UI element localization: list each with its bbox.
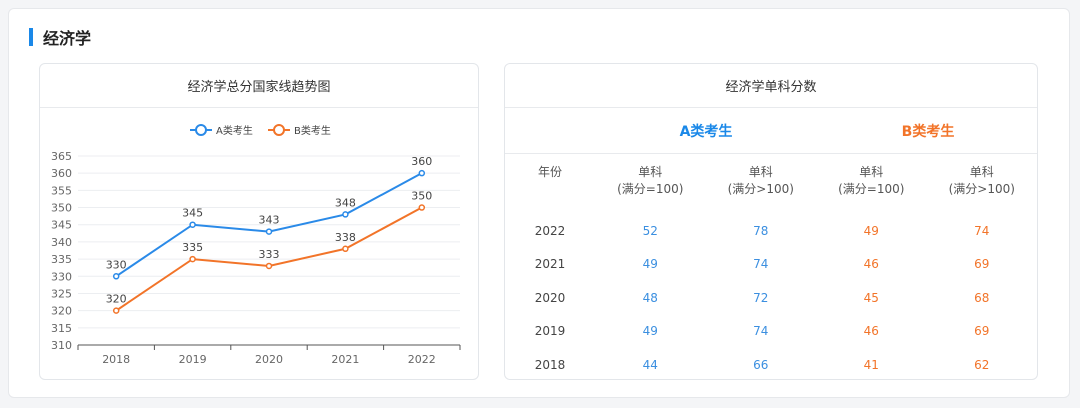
cell-year: 2021 xyxy=(534,257,566,272)
legend-label: B类考生 xyxy=(294,124,331,137)
cell-b-gt100: 68 xyxy=(974,290,990,305)
x-tick-label: 2022 xyxy=(408,353,436,366)
data-label: 333 xyxy=(259,248,280,261)
cell-a-gt100: 66 xyxy=(753,357,769,372)
cell-a-eq100: 49 xyxy=(642,257,658,272)
table-row: 2019 49 74 46 69 xyxy=(505,315,1037,349)
y-tick-label: 310 xyxy=(51,339,72,352)
cell-a-eq100: 52 xyxy=(642,223,658,238)
data-label: 320 xyxy=(106,293,127,306)
chart-card-title: 经济学总分国家线趋势图 xyxy=(40,64,478,108)
cell-year: 2018 xyxy=(534,357,566,372)
trend-line-chart: 310 315 320 325 330 335 340 345 350 355 360 365 2018… xyxy=(51,124,461,366)
x-tick-label: 2021 xyxy=(331,353,359,366)
cell-a-gt100: 74 xyxy=(753,324,769,339)
data-point xyxy=(418,204,426,211)
data-point xyxy=(418,169,426,177)
data-point xyxy=(112,307,120,314)
cell-a-gt100: 78 xyxy=(753,223,769,238)
cell-year: 2019 xyxy=(534,324,566,339)
y-tick-label: 325 xyxy=(51,287,72,300)
data-point xyxy=(189,255,196,263)
group-a-label: A类考生 xyxy=(679,124,733,140)
data-point xyxy=(189,221,196,228)
score-table: 年份 单科 (满分=100) 单科 (满分>100) 单科 (满分=100) 单… xyxy=(505,154,1037,382)
subject-score-card: 经济学单科分数 A类考生 B类考生 年份 单科 (满分=100) 单科 (满分>… xyxy=(504,63,1038,380)
cell-b-gt100: 74 xyxy=(974,223,990,238)
data-label: 338 xyxy=(335,231,356,244)
page-panel: 经济学 经济学总分国家线趋势图 310 315 320 325 330 335 340 345… xyxy=(8,8,1070,398)
data-label: 343 xyxy=(259,214,280,227)
cell-b-gt100: 69 xyxy=(974,324,990,339)
y-tick-label: 320 xyxy=(51,305,72,318)
y-tick-label: 350 xyxy=(51,202,72,215)
section-accent-bar xyxy=(29,28,33,46)
y-tick-label: 335 xyxy=(51,253,72,266)
table-row: 2020 48 72 45 68 xyxy=(505,281,1037,315)
data-point xyxy=(265,262,273,270)
legend-label: A类考生 xyxy=(216,124,253,137)
section-title: 经济学 xyxy=(43,29,92,48)
header-a-gt100: 单科 (满分>100) xyxy=(727,165,794,196)
group-header-row: A类考生 B类考生 xyxy=(505,108,1037,154)
data-label: 360 xyxy=(411,155,432,168)
x-tick-label: 2018 xyxy=(102,353,130,366)
cell-a-gt100: 72 xyxy=(753,290,769,305)
y-tick-label: 360 xyxy=(51,167,72,180)
header-a-eq100: 单科 (满分=100) xyxy=(617,165,684,196)
y-tick-label: 365 xyxy=(51,150,72,163)
cell-year: 2022 xyxy=(534,223,566,238)
data-point xyxy=(342,211,349,218)
data-label: 350 xyxy=(411,190,432,203)
table-row: 2021 49 74 46 69 xyxy=(505,248,1037,282)
table-header-row: 年份 单科 (满分=100) 单科 (满分>100) 单科 (满分=100) 单… xyxy=(505,154,1037,214)
cell-year: 2020 xyxy=(534,290,566,305)
y-tick-label: 345 xyxy=(51,219,72,232)
table-row: 2018 44 66 41 62 xyxy=(505,348,1037,382)
table-row: 2022 52 78 49 74 xyxy=(505,214,1037,248)
header-year: 年份 xyxy=(537,165,562,179)
data-point xyxy=(265,228,273,235)
legend-swatch-marker xyxy=(195,124,207,136)
cell-b-eq100: 41 xyxy=(863,357,879,372)
cell-a-eq100: 44 xyxy=(642,357,658,372)
cell-b-gt100: 69 xyxy=(974,257,990,272)
header-b-eq100: 单科 (满分=100) xyxy=(838,165,905,196)
y-tick-label: 340 xyxy=(51,236,72,249)
cell-a-eq100: 48 xyxy=(642,290,658,305)
y-tick-label: 355 xyxy=(51,184,72,197)
cell-a-eq100: 49 xyxy=(642,324,658,339)
cell-a-gt100: 74 xyxy=(753,257,769,272)
data-point xyxy=(112,273,120,280)
table-card-title: 经济学单科分数 xyxy=(505,64,1037,108)
section-header: 经济学 xyxy=(29,27,92,48)
data-label: 335 xyxy=(182,241,203,254)
legend-swatch-marker xyxy=(273,124,285,136)
data-point xyxy=(342,245,349,253)
x-tick-label: 2019 xyxy=(179,353,207,366)
x-tick-label: 2020 xyxy=(255,353,283,366)
y-tick-label: 330 xyxy=(51,270,72,283)
data-label: 348 xyxy=(335,196,356,209)
cell-b-gt100: 62 xyxy=(974,357,990,372)
y-tick-label: 315 xyxy=(51,322,72,335)
data-label: 330 xyxy=(106,258,127,271)
trend-chart-card: 经济学总分国家线趋势图 310 315 320 325 330 335 340 345 350 3… xyxy=(39,63,479,380)
cell-b-eq100: 46 xyxy=(863,324,879,339)
cell-b-eq100: 49 xyxy=(863,223,879,238)
cell-b-eq100: 46 xyxy=(863,257,879,272)
header-b-gt100: 单科 (满分>100) xyxy=(948,165,1015,196)
cell-b-eq100: 45 xyxy=(863,290,879,305)
data-label: 345 xyxy=(182,207,203,220)
group-b-label: B类考生 xyxy=(901,124,955,140)
